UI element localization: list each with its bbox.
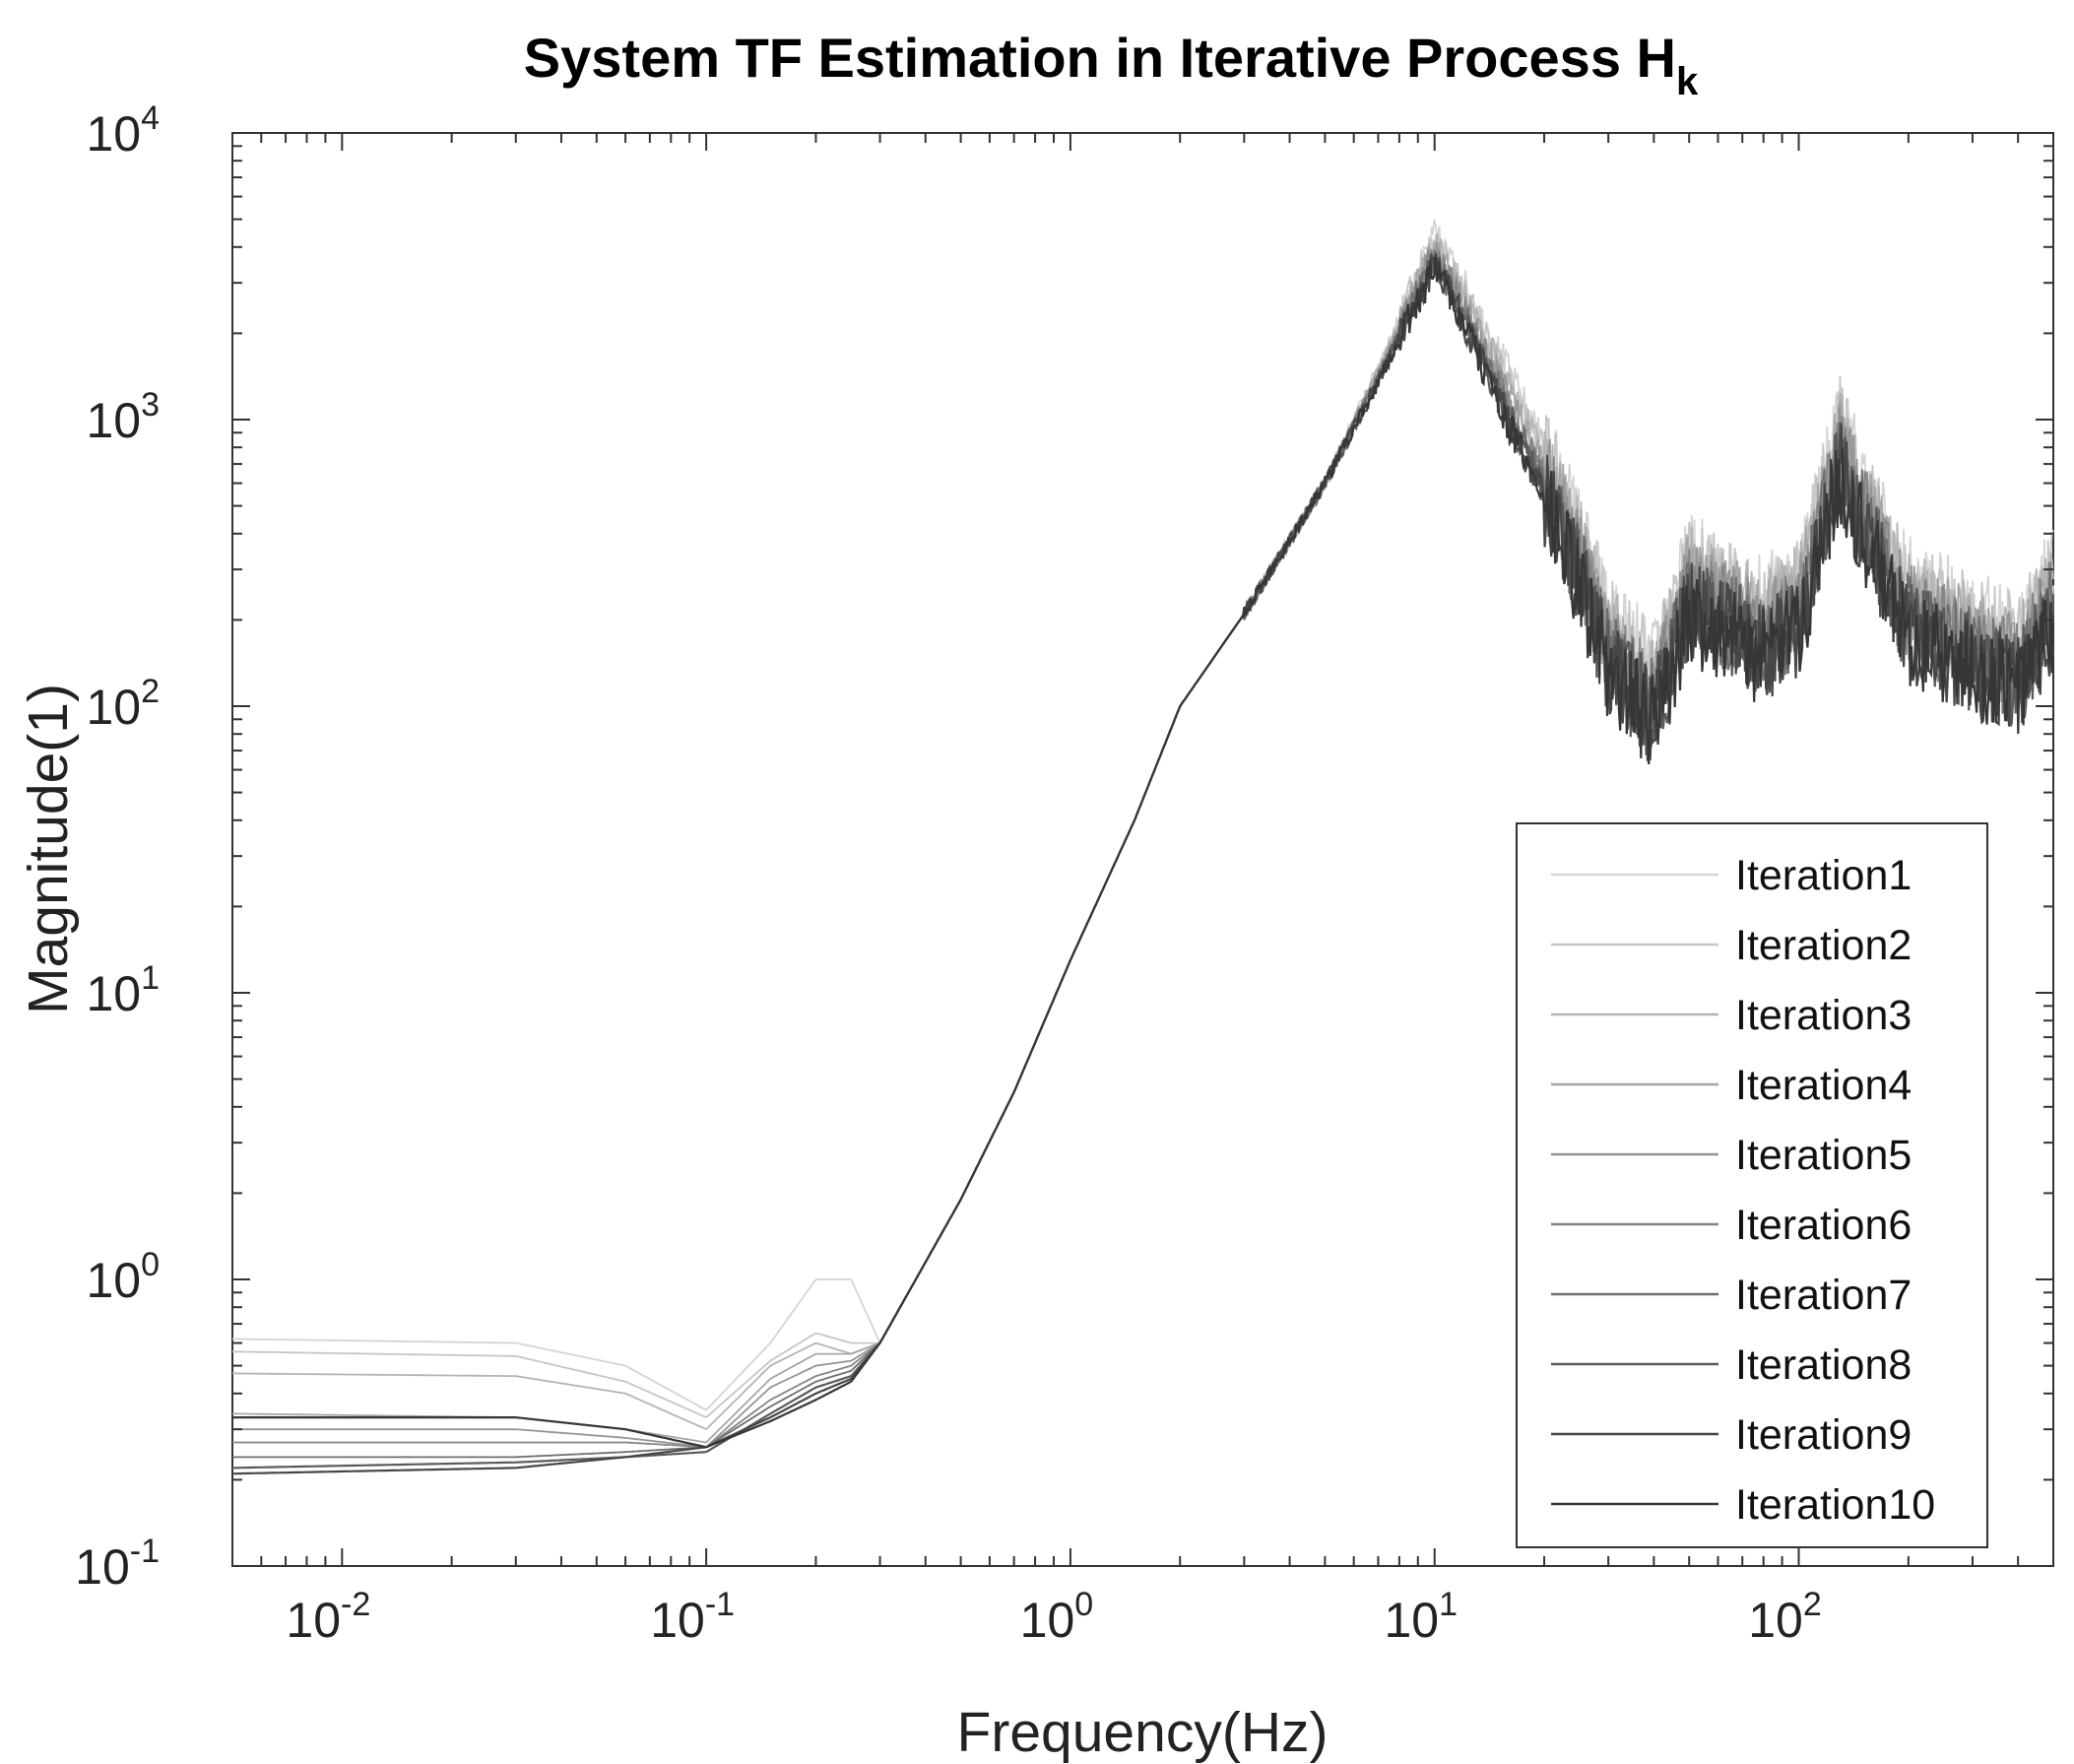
legend-label: Iteration5	[1735, 1132, 1912, 1179]
x-tick-label: 10-2	[286, 1586, 370, 1648]
legend-label: Iteration1	[1735, 852, 1912, 899]
legend-label: Iteration9	[1735, 1411, 1912, 1459]
y-tick-label: 102	[86, 673, 160, 735]
legend: Iteration1 Iteration2 Iteration3 Iteration4…	[1516, 822, 1988, 1548]
y-tick-label: 103	[86, 386, 160, 448]
series-line-iteration10	[232, 256, 2055, 1449]
x-tick-labels: 10-2 10-1 100 101 102	[286, 1586, 1821, 1648]
y-tick-label: 101	[86, 959, 160, 1021]
tick-group	[231, 133, 2054, 1567]
legend-label: Iteration2	[1735, 922, 1912, 969]
series-group	[231, 219, 2055, 1475]
legend-label: Iteration10	[1735, 1481, 1935, 1529]
y-tick-label: 10-1	[75, 1533, 160, 1595]
legend-label: Iteration8	[1735, 1341, 1912, 1389]
legend-label: Iteration6	[1735, 1202, 1912, 1249]
y-axis-label: Magnitude(1)	[17, 684, 80, 1014]
x-tick-label: 100	[1020, 1586, 1094, 1648]
legend-label: Iteration7	[1735, 1272, 1912, 1319]
y-tick-label: 100	[86, 1246, 160, 1308]
chart-title: System TF Estimation in Iterative Proces…	[524, 27, 1699, 103]
x-tick-label: 102	[1748, 1586, 1822, 1648]
x-tick-label: 10-1	[650, 1586, 735, 1648]
legend-label: Iteration3	[1735, 992, 1912, 1039]
legend-label: Iteration4	[1735, 1062, 1912, 1109]
x-tick-label: 101	[1384, 1586, 1458, 1648]
x-axis-label: Frequency(Hz)	[957, 1701, 1329, 1764]
y-tick-label: 104	[86, 99, 160, 162]
y-tick-labels: 10-1 100 101 102 103 104	[75, 99, 160, 1595]
